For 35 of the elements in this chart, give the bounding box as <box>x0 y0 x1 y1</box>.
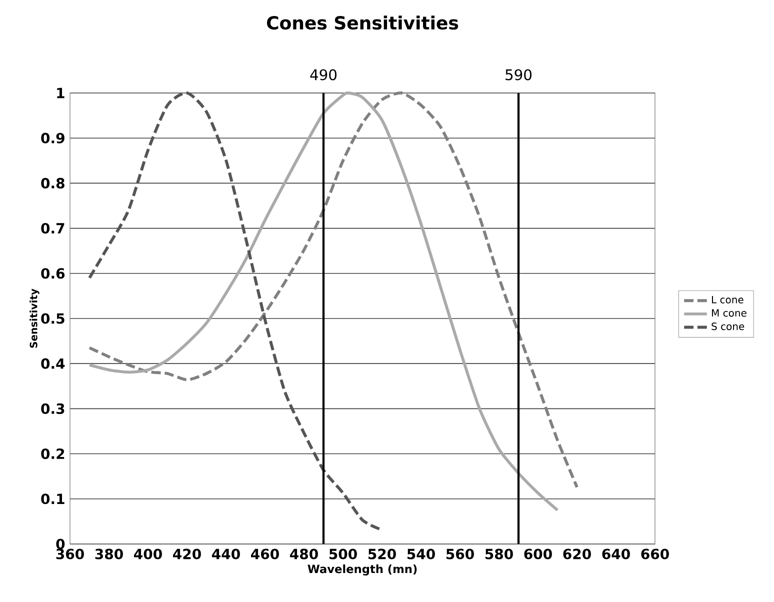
x-tick-label: 640 <box>602 548 630 560</box>
y-tick-label: 1 <box>57 88 64 98</box>
x-tick-label: 660 <box>641 548 669 560</box>
x-tick-label: 480 <box>290 548 318 560</box>
legend-label: S cone <box>712 322 744 330</box>
x-axis-title: Wavelength (mn) <box>308 564 417 576</box>
x-tick-label: 420 <box>173 548 201 560</box>
legend-label: M cone <box>712 309 746 317</box>
x-tick-label: 520 <box>368 548 396 560</box>
x-tick-label: 360 <box>56 548 84 560</box>
y-tick-label: 0.9 <box>41 132 64 144</box>
x-tick-label: 560 <box>446 548 474 560</box>
ref-line-label: 490 <box>310 69 337 80</box>
y-axis-title: Sensitivity <box>30 288 40 348</box>
y-tick-label: 0.2 <box>41 448 64 460</box>
y-tick-label: 0.6 <box>41 268 65 279</box>
x-tick-label: 580 <box>485 548 513 560</box>
legend-label: L cone <box>712 296 744 304</box>
y-tick-label: 0.1 <box>41 494 64 504</box>
x-tick-label: 460 <box>251 548 279 560</box>
x-tick-label: 540 <box>407 548 435 560</box>
x-tick-label: 440 <box>212 548 240 560</box>
ref-line-label: 590 <box>506 69 532 80</box>
x-tick-label: 600 <box>524 548 552 560</box>
y-tick-label: 0.5 <box>41 313 64 324</box>
chart-title: Cones Sensitivities <box>266 16 458 30</box>
x-tick-label: 620 <box>563 548 591 560</box>
y-tick-label: 0.7 <box>41 222 64 234</box>
y-tick-label: 0.3 <box>41 403 64 414</box>
x-tick-label: 500 <box>329 548 357 560</box>
x-tick-label: 380 <box>95 548 123 560</box>
y-tick-label: 0 <box>56 538 65 550</box>
x-tick-label: 400 <box>134 548 162 560</box>
y-tick-label: 0.8 <box>41 178 64 188</box>
y-tick-label: 0.4 <box>41 358 65 369</box>
